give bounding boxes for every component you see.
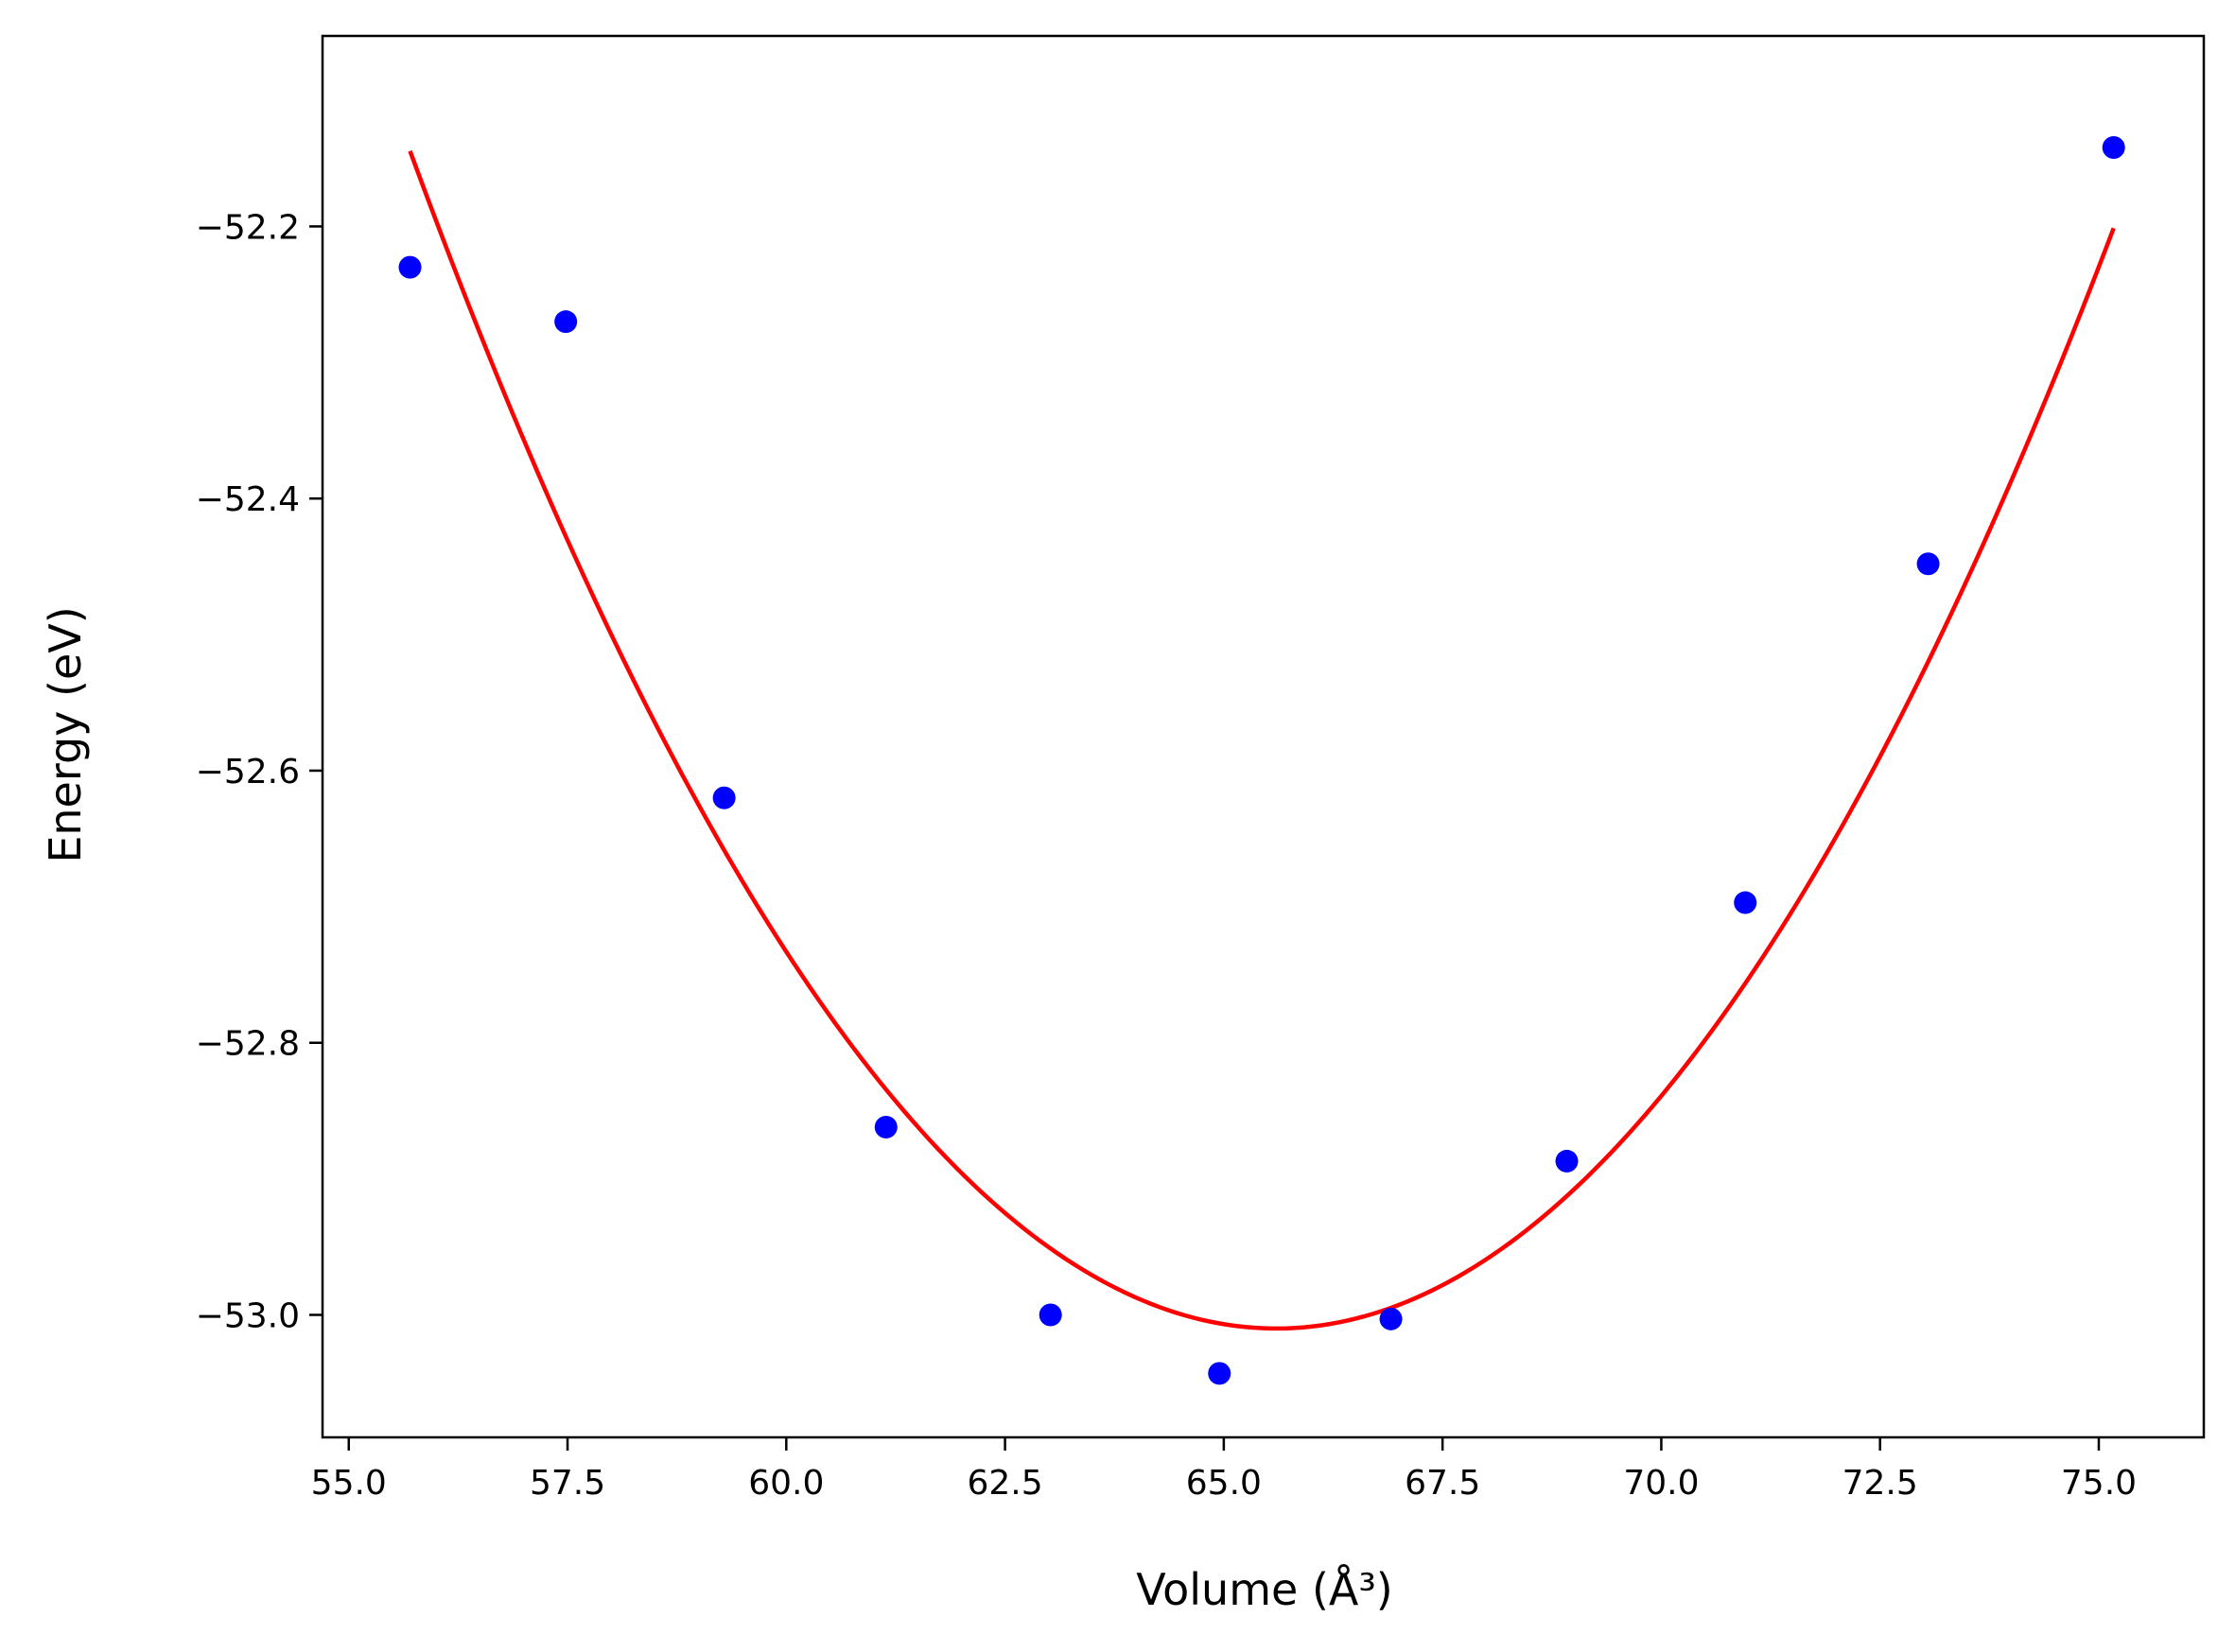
x-axis-label: Volume (Å³) <box>1136 1564 1393 1615</box>
x-tick-label: 65.0 <box>1186 1464 1262 1503</box>
fit-curve-line <box>408 149 2116 1331</box>
y-tick-label: −52.8 <box>196 1025 300 1064</box>
data-point <box>874 1115 898 1139</box>
x-tick-label: 62.5 <box>968 1464 1043 1503</box>
x-tick-label: 60.0 <box>748 1464 824 1503</box>
data-point <box>1379 1307 1403 1330</box>
data-point <box>398 255 422 279</box>
y-tick-label: −52.2 <box>196 208 300 247</box>
y-axis-ticks: −53.0 −52.8 −52.6 −52.4 −52.2 <box>196 208 323 1336</box>
x-axis-ticks: 55.0 57.5 60.0 62.5 65.0 67.5 70.0 72.5 75.0 <box>311 1437 2137 1503</box>
x-axis-label-text: Volume (Å³) <box>1136 1564 1393 1615</box>
data-point <box>1039 1303 1062 1327</box>
data-point <box>1734 891 1757 914</box>
plot-frame <box>321 34 2206 1439</box>
y-tick-label: −52.6 <box>196 753 300 791</box>
x-tick-label: 70.0 <box>1623 1464 1699 1503</box>
data-points-layer <box>398 135 2125 1385</box>
x-tick-label: 55.0 <box>311 1464 387 1503</box>
data-point <box>1208 1362 1231 1385</box>
x-tick-label: 72.5 <box>1842 1464 1918 1503</box>
y-axis-label: Energy (eV) <box>40 606 91 862</box>
fit-curve-layer <box>408 149 2116 1331</box>
data-point <box>712 786 736 809</box>
x-tick-label: 75.0 <box>2061 1464 2137 1503</box>
x-tick-label: 57.5 <box>530 1464 605 1503</box>
data-point <box>1916 552 1940 576</box>
data-point <box>1555 1149 1579 1173</box>
y-tick-label: −52.4 <box>196 480 300 519</box>
data-point <box>554 310 578 334</box>
x-tick-label: 67.5 <box>1405 1464 1480 1503</box>
data-point <box>2102 135 2125 159</box>
y-tick-label: −53.0 <box>196 1297 300 1336</box>
y-axis-label-text: Energy (eV) <box>40 606 91 862</box>
